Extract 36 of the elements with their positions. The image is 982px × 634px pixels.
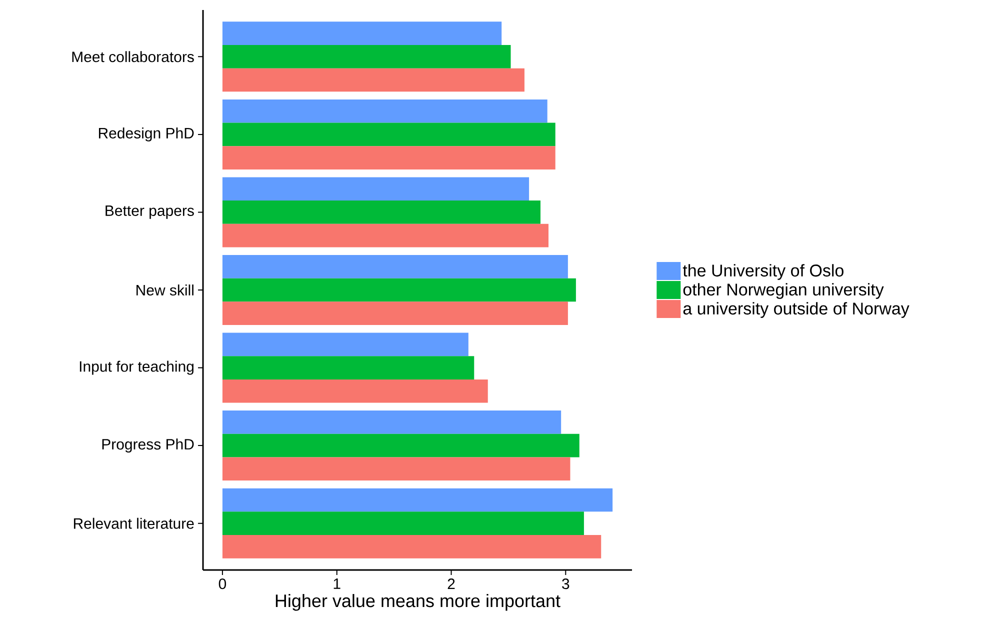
bar — [222, 410, 562, 434]
y-tick-label: Progress PhD — [102, 438, 194, 453]
x-tick-label: 2 — [448, 578, 455, 589]
bar — [222, 278, 576, 302]
bar — [222, 302, 568, 325]
bar — [222, 512, 584, 535]
legend-label: a university outside of Norway — [683, 302, 910, 318]
bar — [222, 434, 580, 458]
x-tick-label: 3 — [562, 578, 570, 590]
x-tick-label: 1 — [334, 578, 340, 589]
bar — [222, 122, 556, 146]
bar — [222, 332, 468, 356]
x-tick-label: 0 — [218, 578, 226, 590]
x-axis-title: Higher value means more important — [276, 594, 560, 611]
bar — [222, 356, 474, 380]
bar — [222, 200, 540, 224]
legend-label: other Norwegian university — [683, 283, 884, 299]
y-tick-label: Better papers — [106, 206, 194, 219]
bar — [222, 177, 530, 201]
bar — [222, 534, 602, 558]
bar — [222, 146, 556, 170]
y-tick-label: Redesign PhD — [98, 127, 194, 142]
legend-label: the University of Oslo — [682, 264, 844, 280]
y-tick-label: Relevant literature — [74, 518, 194, 529]
bar — [222, 99, 548, 123]
bar — [222, 224, 548, 248]
y-tick-label: Meet collaborators — [72, 51, 194, 62]
y-tick-label: Input for teaching — [80, 360, 194, 375]
bar — [222, 22, 502, 46]
bar — [222, 379, 488, 403]
bar — [222, 488, 613, 512]
bar — [222, 255, 568, 278]
bar — [222, 68, 524, 92]
bar — [222, 45, 511, 68]
y-tick-label: New skill — [136, 284, 194, 296]
bar — [222, 457, 570, 481]
